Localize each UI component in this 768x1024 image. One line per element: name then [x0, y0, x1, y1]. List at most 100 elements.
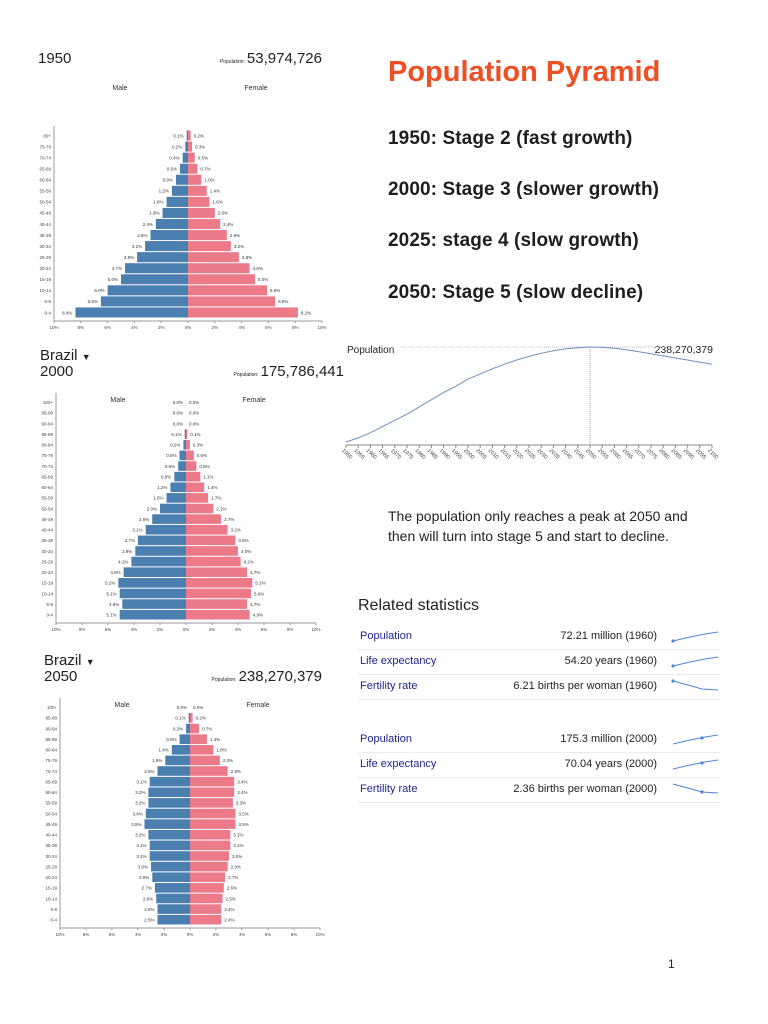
x-tick-label: 6%	[109, 932, 116, 937]
female-bar	[186, 546, 238, 556]
stat-link[interactable]: Population	[360, 630, 412, 642]
age-group-label: 85-89	[45, 737, 57, 742]
male-bar	[155, 218, 188, 230]
age-group-label: 75-79	[39, 144, 51, 149]
male-value-label: 3.1%	[132, 528, 142, 533]
trend-down-sparkline-icon[interactable]	[670, 677, 720, 697]
trend-up-sparkline-icon[interactable]	[670, 627, 720, 647]
female-bar	[188, 252, 239, 263]
male-bar	[118, 578, 186, 588]
female-bar	[190, 893, 223, 904]
female-bar	[186, 524, 228, 535]
sparkline-marker	[671, 679, 675, 683]
pyramid-1950-population: Population: 53,974,726	[220, 50, 322, 67]
x-tick-label: 2070	[633, 448, 646, 461]
male-value-label: 4.2%	[118, 559, 128, 564]
trend-up-sparkline-icon[interactable]	[670, 652, 720, 672]
country-selector-2000[interactable]: Brazil ▼	[40, 347, 91, 364]
stat-link[interactable]: Life expectancy	[360, 758, 437, 770]
trend-down-sparkline-icon[interactable]	[670, 780, 720, 800]
stat-link[interactable]: Life expectancy	[360, 655, 437, 667]
sparkline-marker	[671, 639, 675, 643]
age-group-label: 70-74	[39, 155, 51, 160]
female-bar	[188, 185, 207, 196]
male-value-label: 3.1%	[136, 779, 146, 784]
female-bar	[190, 744, 214, 755]
female-bar	[186, 567, 248, 578]
female-bar	[190, 914, 222, 925]
male-value-label: 3.2%	[135, 801, 145, 806]
female-bar	[186, 429, 188, 439]
x-tick-label: 6%	[104, 325, 111, 330]
male-bar	[185, 141, 188, 152]
male-bar	[145, 524, 186, 535]
female-bar	[190, 861, 228, 872]
pyramid-1950-year: 1950	[38, 50, 72, 67]
age-group-label: 25-29	[41, 559, 53, 564]
age-group-label: 25-29	[39, 255, 51, 260]
stat-link[interactable]: Fertility rate	[360, 680, 418, 692]
male-value-label: 2.6%	[143, 896, 153, 901]
male-value-label: 1.9%	[149, 211, 159, 216]
female-bar	[188, 230, 227, 241]
female-bar	[186, 482, 205, 493]
x-tick-label: 2045	[572, 448, 585, 461]
age-group-label: 95-99	[41, 411, 53, 416]
male-value-label: 2.6%	[139, 517, 149, 522]
female-bar	[190, 755, 220, 766]
country-selector-2050[interactable]: Brazil ▼	[44, 652, 95, 669]
female-value-label: 6.5%	[278, 299, 288, 304]
male-value-label: 2.5%	[144, 907, 154, 912]
related-stat-row: Population 72.21 million (1960)	[358, 625, 720, 650]
female-value-label: 2.0%	[218, 211, 228, 216]
age-group-label: 15-19	[39, 277, 51, 282]
stat-value: 175.3 million (2000)	[560, 733, 657, 745]
x-tick-label: 2020	[511, 448, 524, 461]
age-group-label: 50-54	[41, 506, 53, 511]
trend-up-sparkline-icon[interactable]	[670, 755, 720, 775]
population-value: 175,786,441	[260, 363, 344, 380]
female-value-label: 4.7%	[250, 602, 260, 607]
stat-value: 54.20 years (1960)	[564, 655, 657, 667]
x-tick-label: 8%	[83, 932, 90, 937]
male-value-label: 1.5%	[153, 496, 163, 501]
male-value-label: 0.8%	[166, 737, 176, 742]
female-value-label: 3.8%	[238, 538, 248, 543]
female-value-label: 1.4%	[210, 189, 220, 194]
caret-down-icon: ▼	[81, 352, 91, 362]
age-group-label: 5-9	[50, 907, 57, 912]
stat-link[interactable]: Population	[360, 733, 412, 745]
male-bar	[170, 482, 186, 493]
age-group-label: 30-34	[39, 244, 51, 249]
female-value-label: 3.4%	[237, 779, 247, 784]
male-bar	[166, 196, 188, 207]
x-tick-label: 2080	[657, 448, 670, 461]
male-value-label: 3.1%	[136, 854, 146, 859]
male-value-label: 6.0%	[94, 288, 104, 293]
sparkline	[672, 656, 719, 667]
male-value-label: 2.5%	[144, 917, 154, 922]
female-bar	[188, 141, 193, 152]
female-value-label: 0.0%	[189, 411, 199, 416]
male-value-label: 3.4%	[133, 811, 143, 816]
female-value-label: 4.2%	[244, 559, 254, 564]
age-group-label: 65-69	[41, 474, 53, 479]
male-value-label: 3.0%	[138, 864, 148, 869]
trend-up-sparkline-icon[interactable]	[670, 730, 720, 750]
age-group-label: 10-14	[41, 591, 53, 596]
female-bar	[188, 296, 276, 307]
x-tick-label: 1960	[365, 448, 378, 461]
related-statistics-heading: Related statistics	[358, 597, 479, 614]
age-group-label: 85-89	[41, 432, 53, 437]
stat-link[interactable]: Fertility rate	[360, 783, 418, 795]
female-value-label: 2.9%	[230, 233, 240, 238]
male-value-label: 2.5%	[144, 769, 154, 774]
female-bar	[188, 307, 298, 318]
female-value-label: 0.3%	[193, 443, 203, 448]
female-value-label: 3.2%	[234, 244, 244, 249]
page-title: Population Pyramid	[388, 56, 661, 88]
male-bar	[157, 766, 190, 776]
female-value-label: 1.7%	[211, 496, 221, 501]
female-bar	[186, 535, 236, 546]
age-group-label: 5-9	[44, 299, 51, 304]
